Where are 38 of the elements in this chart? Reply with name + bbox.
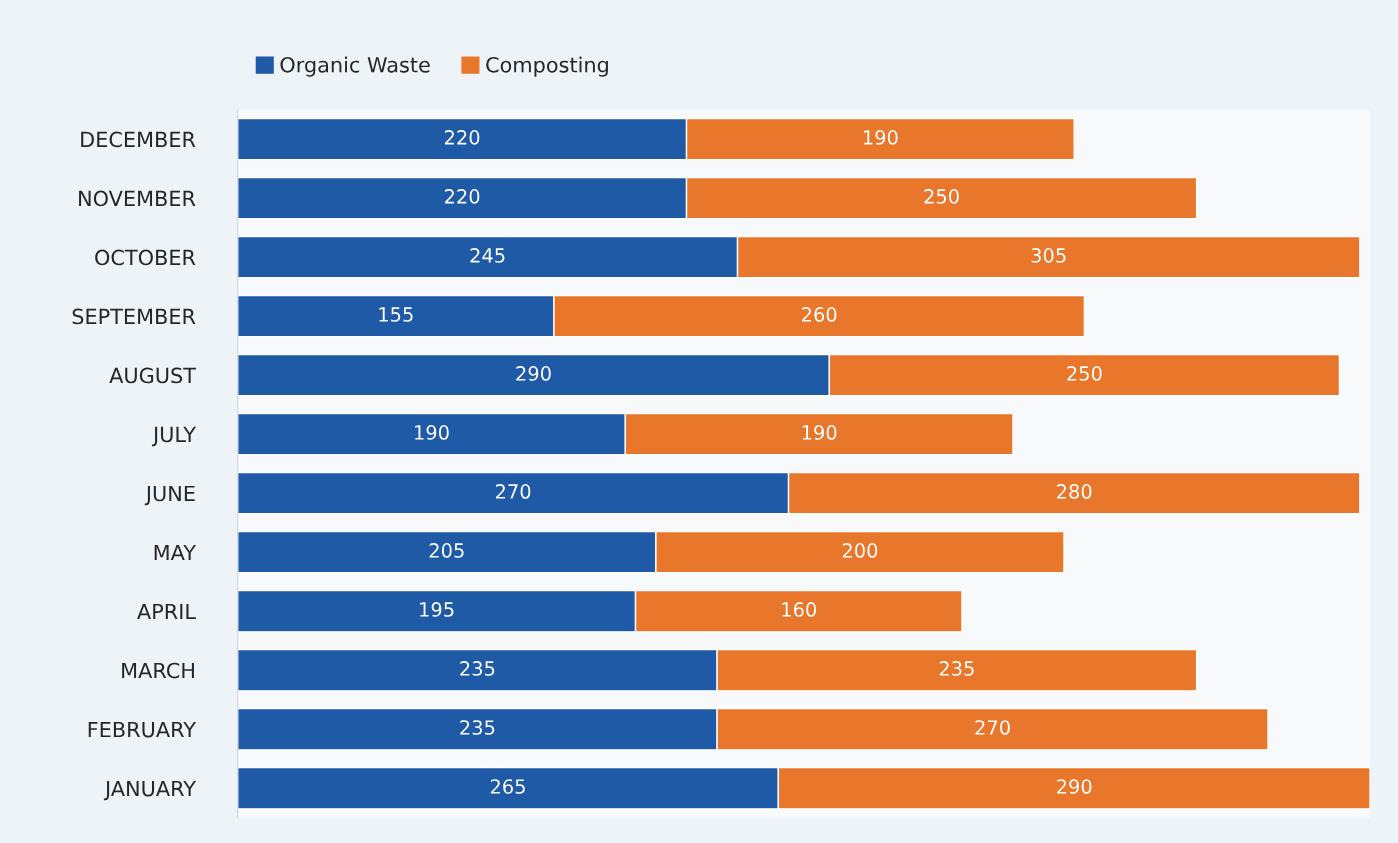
data-label: 250 bbox=[1067, 366, 1102, 381]
y-tick-label: OCTOBER bbox=[95, 249, 196, 266]
legend-label: Organic Waste bbox=[280, 56, 430, 77]
data-label: 220 bbox=[444, 130, 480, 145]
data-label: 235 bbox=[939, 661, 974, 676]
data-label: 200 bbox=[842, 543, 878, 558]
y-tick-label: MARCH bbox=[122, 662, 194, 679]
y-tick-label: NOVEMBER bbox=[79, 190, 196, 207]
data-label: 270 bbox=[975, 720, 1010, 735]
data-label: 245 bbox=[470, 248, 505, 263]
data-label: 270 bbox=[495, 484, 531, 499]
data-label: 190 bbox=[415, 425, 449, 440]
data-label: 260 bbox=[802, 307, 837, 322]
y-tick-label: APRIL bbox=[137, 603, 196, 620]
data-label: 280 bbox=[1057, 484, 1092, 499]
y-tick-label: JANUARY bbox=[103, 780, 197, 801]
data-label: 250 bbox=[924, 189, 959, 204]
y-tick-label: DECEMBER bbox=[81, 131, 196, 148]
y-tick-label: AUGUST bbox=[109, 367, 197, 384]
legend-label: Composting bbox=[486, 56, 608, 77]
y-tick-label: JULY bbox=[151, 426, 197, 447]
y-tick-label: MAY bbox=[154, 544, 197, 561]
data-label: 195 bbox=[420, 602, 454, 617]
data-label: 290 bbox=[1057, 779, 1092, 794]
data-label: 155 bbox=[379, 307, 413, 322]
y-tick-label: SEPTEMBER bbox=[72, 308, 196, 325]
data-label: 305 bbox=[1031, 248, 1066, 263]
data-label: 160 bbox=[782, 602, 817, 617]
data-label: 265 bbox=[490, 779, 525, 794]
data-label: 205 bbox=[429, 543, 464, 558]
data-label: 220 bbox=[444, 189, 480, 204]
data-label: 235 bbox=[460, 661, 495, 676]
data-label: 190 bbox=[802, 425, 837, 440]
data-label: 190 bbox=[863, 130, 898, 145]
y-tick-label: JUNE bbox=[144, 485, 195, 506]
data-label: 235 bbox=[460, 720, 495, 735]
y-tick-label: FEBRUARY bbox=[88, 721, 197, 738]
data-label: 290 bbox=[516, 366, 551, 381]
